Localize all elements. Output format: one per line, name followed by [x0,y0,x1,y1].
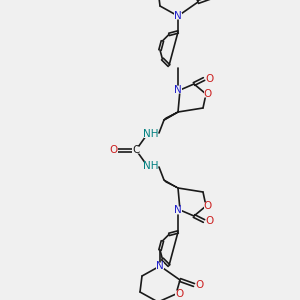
Text: O: O [110,145,118,155]
Text: N: N [174,85,182,95]
FancyBboxPatch shape [174,206,182,214]
FancyBboxPatch shape [214,0,222,1]
FancyBboxPatch shape [175,290,183,298]
Text: NH: NH [143,129,159,139]
FancyBboxPatch shape [204,91,212,98]
Text: O: O [196,280,204,290]
FancyBboxPatch shape [132,146,140,154]
Text: O: O [204,89,212,99]
FancyBboxPatch shape [206,218,214,224]
FancyBboxPatch shape [110,146,118,154]
FancyBboxPatch shape [144,130,158,138]
Text: O: O [204,201,212,211]
Polygon shape [164,180,178,188]
Text: N: N [174,205,182,215]
FancyBboxPatch shape [196,281,204,289]
Polygon shape [164,112,178,120]
Text: N: N [156,261,164,271]
FancyBboxPatch shape [204,202,212,209]
Text: O: O [175,289,183,299]
Text: NH: NH [143,161,159,171]
FancyBboxPatch shape [174,86,182,94]
Text: N: N [174,11,182,21]
Text: O: O [206,216,214,226]
Text: O: O [214,0,222,2]
FancyBboxPatch shape [144,162,158,170]
Text: O: O [206,74,214,84]
Text: C: C [132,145,140,155]
FancyBboxPatch shape [156,262,164,269]
FancyBboxPatch shape [206,76,214,82]
FancyBboxPatch shape [174,13,182,20]
